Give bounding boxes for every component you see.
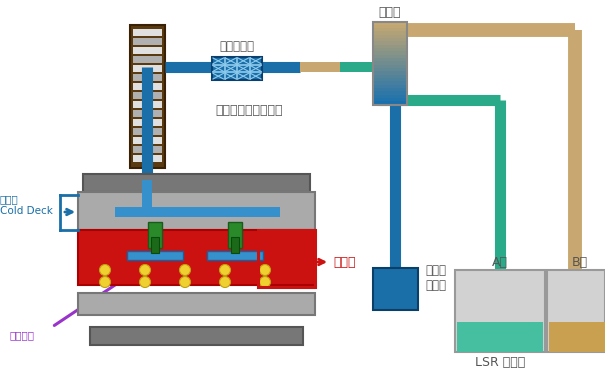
Bar (373, 41, 407, 46)
Bar (78, 230, 315, 285)
Bar (151, 237, 159, 253)
Bar (549, 322, 605, 352)
Text: 液態矽膠射出機料管: 液態矽膠射出機料管 (215, 104, 283, 117)
Bar (127, 251, 183, 260)
Bar (207, 251, 263, 260)
Circle shape (140, 276, 151, 288)
Bar (373, 58, 407, 63)
Bar (212, 57, 262, 80)
Bar (373, 28, 407, 33)
Bar (373, 48, 407, 52)
Text: 染色劑
添加劑: 染色劑 添加劑 (425, 264, 446, 292)
Bar (373, 64, 407, 69)
Bar (373, 38, 407, 43)
Bar (373, 35, 407, 39)
Bar (83, 174, 310, 192)
Bar (373, 22, 407, 105)
Bar (547, 270, 605, 352)
Bar (133, 128, 162, 135)
Bar (78, 192, 315, 230)
Circle shape (99, 276, 111, 288)
Bar (142, 180, 152, 217)
Bar (373, 55, 407, 59)
Bar (133, 92, 162, 99)
Bar (373, 75, 407, 79)
Bar (300, 62, 340, 72)
Bar (373, 51, 407, 56)
Bar (133, 137, 162, 144)
Text: 靜態混合器: 靜態混合器 (220, 39, 255, 53)
Bar (133, 56, 162, 63)
Bar (373, 81, 407, 86)
Bar (373, 91, 407, 96)
Bar (373, 98, 407, 102)
Bar (90, 327, 303, 345)
Bar (373, 21, 407, 26)
Circle shape (180, 264, 191, 276)
Text: 加熱模: 加熱模 (333, 255, 356, 268)
Bar (143, 168, 151, 180)
Bar (133, 38, 162, 45)
Bar (373, 268, 418, 310)
Text: 混合區: 混合區 (379, 6, 401, 18)
Bar (258, 230, 315, 287)
Text: LSR 供料機: LSR 供料機 (475, 356, 525, 369)
Bar (133, 101, 162, 108)
Bar (373, 88, 407, 93)
Bar (231, 237, 239, 253)
Bar (78, 293, 315, 315)
Circle shape (260, 264, 270, 276)
Bar (130, 25, 165, 168)
Bar (373, 62, 407, 66)
Bar (373, 101, 407, 106)
Bar (133, 155, 162, 162)
Circle shape (99, 264, 111, 276)
Text: 針式冷噴: 針式冷噴 (10, 330, 35, 340)
Bar (228, 222, 242, 248)
Bar (457, 322, 543, 352)
Bar (133, 110, 162, 117)
Bar (340, 62, 375, 72)
Circle shape (180, 276, 191, 288)
Bar (133, 74, 162, 81)
Circle shape (140, 264, 151, 276)
Bar (373, 85, 407, 89)
Bar (115, 207, 280, 217)
Text: 上半模
Cold Deck: 上半模 Cold Deck (0, 194, 53, 216)
Bar (133, 83, 162, 90)
Bar (373, 32, 407, 36)
Text: B劑: B劑 (572, 255, 588, 268)
Bar (133, 146, 162, 153)
Bar (455, 270, 545, 352)
Bar (133, 29, 162, 36)
Bar (373, 68, 407, 73)
Bar (148, 222, 162, 248)
Bar (133, 47, 162, 54)
Bar (133, 119, 162, 126)
Circle shape (220, 264, 231, 276)
Bar (373, 94, 407, 99)
Text: A劑: A劑 (492, 255, 508, 268)
Bar (373, 71, 407, 76)
Bar (373, 25, 407, 30)
Circle shape (220, 276, 231, 288)
Circle shape (260, 276, 270, 288)
Bar (373, 45, 407, 50)
Bar (133, 65, 162, 72)
Bar (373, 78, 407, 82)
